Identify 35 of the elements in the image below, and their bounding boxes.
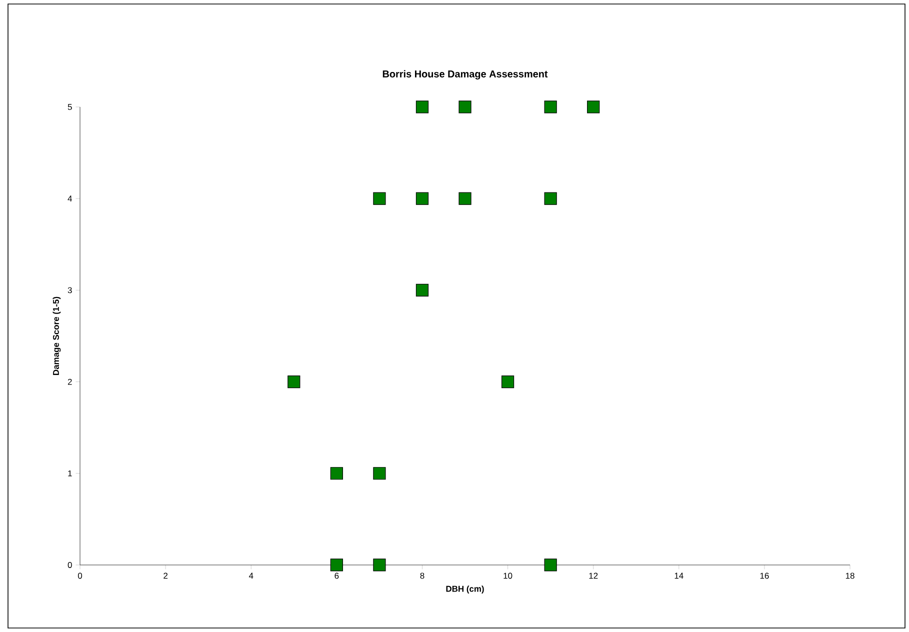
x-tick-label: 6 [334, 572, 339, 579]
point [330, 467, 343, 480]
x-tick-label: 16 [760, 572, 769, 579]
x-tick-label: 18 [846, 572, 854, 579]
y-tick-label: 1 [68, 470, 72, 476]
point [501, 375, 514, 388]
x-tick-label: 12 [589, 572, 598, 579]
point [458, 192, 472, 205]
point [416, 284, 429, 296]
point [416, 192, 429, 205]
y-tick-label: 2 [68, 378, 72, 385]
y-tick-label: 5 [68, 104, 72, 110]
point [330, 558, 343, 572]
y-axis-title: Damage Score (1-5) [52, 296, 61, 375]
y-tick-label: 4 [68, 196, 72, 202]
x-tick-label: 4 [248, 572, 254, 579]
x-axis-title: DBH (cm) [446, 586, 484, 594]
point [587, 100, 600, 114]
x-tick-label: 8 [420, 572, 424, 579]
point [544, 100, 557, 114]
y-tick-label: 0 [68, 562, 72, 568]
x-tick-label: 0 [78, 572, 82, 579]
point [544, 558, 557, 572]
x-tick-label: 10 [504, 572, 512, 579]
point [373, 192, 386, 205]
point [544, 192, 557, 205]
point [373, 467, 386, 480]
point [458, 100, 472, 114]
point [416, 100, 429, 114]
point [288, 375, 300, 388]
y-tick-label: 3 [68, 287, 72, 294]
chart-title: Borris House Damage Assessment [382, 70, 548, 80]
point [373, 558, 386, 572]
x-tick-label: 14 [674, 572, 684, 579]
x-tick-label: 2 [164, 572, 168, 579]
